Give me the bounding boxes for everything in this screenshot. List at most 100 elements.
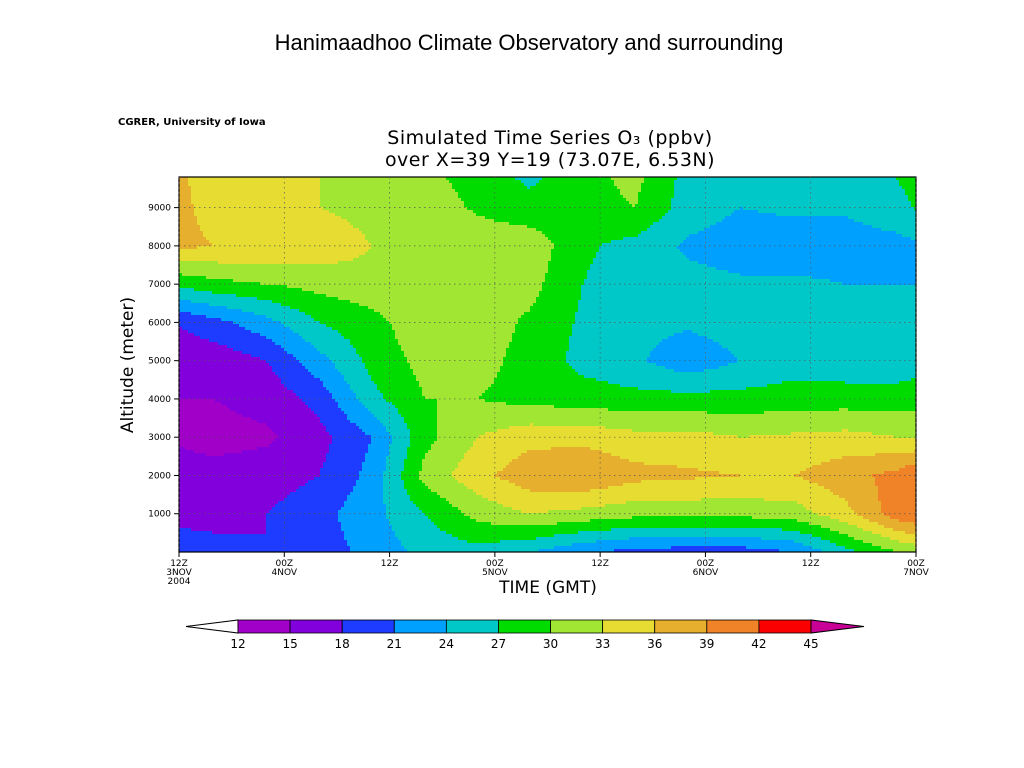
contour-cell [728, 270, 916, 274]
contour-cell [362, 360, 408, 364]
contour-cell [299, 396, 333, 400]
contour-cell [536, 537, 630, 541]
contour-cell [320, 471, 360, 475]
colorbar-label: 30 [543, 637, 558, 651]
contour-cell [509, 480, 642, 484]
contour-cell [239, 324, 285, 328]
contour-cell [431, 447, 471, 451]
contour-cell [359, 471, 384, 475]
contour-cell [455, 477, 501, 481]
contour-cell [356, 351, 405, 355]
contour-cell [407, 450, 429, 454]
contour-cell [581, 507, 807, 511]
contour-cell [338, 369, 369, 373]
contour-cell [407, 447, 432, 451]
contour-cell [191, 195, 321, 199]
contour-cell [260, 357, 297, 361]
contour-cell [245, 327, 291, 331]
contour-cell [674, 333, 699, 337]
contour-cell [896, 177, 916, 181]
contour-cell [518, 318, 576, 322]
contour-cell [461, 510, 522, 514]
contour-cell [911, 204, 916, 208]
contour-cell [875, 477, 916, 481]
contour-cell [506, 465, 678, 469]
contour-cell [329, 390, 354, 394]
contour-cell [800, 471, 885, 475]
contour-cell [179, 279, 234, 283]
contour-cell [608, 486, 825, 490]
contour-cell [260, 333, 300, 337]
contour-cell [455, 468, 504, 472]
contour-cell [359, 255, 552, 259]
contour-cell [401, 471, 420, 475]
contour-cell [242, 351, 288, 355]
contour-cell [416, 375, 498, 379]
contour-cell [329, 450, 369, 454]
contour-cell [404, 420, 438, 424]
contour-cell [374, 309, 531, 313]
contour-cell [674, 369, 705, 373]
contour-cell [881, 228, 916, 232]
contour-cell [587, 270, 729, 274]
contour-cell [251, 330, 294, 334]
contour-cell [680, 243, 916, 247]
contour-cell [494, 381, 609, 385]
contour-cell [179, 426, 270, 430]
contour-cell [620, 456, 843, 460]
contour-cell [848, 216, 916, 220]
contour-cell [341, 507, 387, 511]
x-tick-label: 4NOV [272, 568, 298, 578]
contour-cell [179, 366, 273, 370]
contour-cell [431, 444, 474, 448]
contour-cell [413, 501, 450, 505]
contour-cell [326, 294, 540, 298]
contour-cell [179, 414, 243, 418]
contour-cell [197, 222, 351, 226]
contour-cell [179, 291, 213, 295]
contour-cell [491, 384, 621, 388]
contour-cell [878, 522, 915, 526]
contour-cell [317, 414, 348, 418]
contour-cell [503, 360, 567, 364]
contour-cell [629, 201, 639, 205]
contour-cell [554, 534, 813, 538]
contour-cell [659, 342, 720, 346]
contour-cell [221, 318, 273, 322]
contour-cell [914, 543, 916, 547]
contour-cell [293, 390, 330, 394]
contour-cell [671, 390, 711, 394]
contour-cell [533, 303, 579, 307]
contour-cell [572, 543, 804, 547]
contour-cell [179, 228, 201, 232]
contour-cell [386, 459, 405, 463]
contour-cell [179, 546, 351, 550]
contour-cell [407, 456, 426, 460]
contour-cell [179, 393, 297, 397]
contour-cell [179, 207, 195, 211]
contour-cell [575, 315, 916, 319]
contour-cell [290, 492, 351, 496]
contour-cell [407, 549, 540, 552]
contour-cell [464, 456, 519, 460]
contour-cell [497, 375, 585, 379]
contour-cell [197, 219, 348, 223]
contour-cell [581, 297, 916, 301]
contour-cell [272, 366, 306, 370]
contour-cell [893, 435, 916, 439]
contour-cell [179, 294, 237, 298]
contour-cell [647, 360, 738, 364]
colorbar-above-arrow [810, 619, 865, 634]
contour-cell [674, 189, 906, 193]
contour-cell [830, 279, 916, 283]
contour-cell [464, 513, 819, 517]
contour-cell [320, 204, 465, 208]
contour-cell [578, 531, 801, 535]
contour-cell [602, 243, 681, 247]
contour-cell [458, 480, 510, 484]
contour-cell [614, 180, 645, 184]
contour-cell [806, 507, 852, 511]
contour-cell [608, 381, 783, 385]
contour-cell [284, 324, 327, 328]
contour-cell [482, 495, 840, 499]
